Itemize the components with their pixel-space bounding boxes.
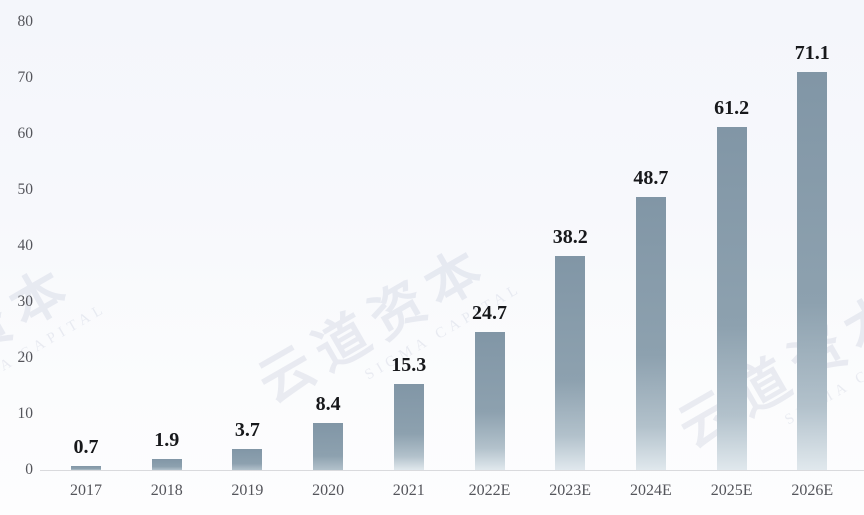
bar-2022E xyxy=(474,331,505,470)
x-tick-label-2026E: 2026E xyxy=(791,482,834,499)
y-tick-label-70: 70 xyxy=(17,69,34,86)
bar-value-label-2019: 3.7 xyxy=(234,419,260,442)
x-tick-label-2025E: 2025E xyxy=(710,482,753,499)
plot-area xyxy=(40,22,864,471)
bar-2023E xyxy=(555,256,586,470)
bar-value-label-2017: 0.7 xyxy=(73,436,99,459)
x-tick-label-2021: 2021 xyxy=(392,482,425,499)
x-tick-label-2019: 2019 xyxy=(231,482,264,499)
bar-2020 xyxy=(313,422,344,470)
bar-value-label-2024E: 48.7 xyxy=(633,167,669,190)
x-tick-label-2024E: 2024E xyxy=(630,482,672,499)
x-tick-label-2018: 2018 xyxy=(150,482,183,499)
y-tick-label-60: 60 xyxy=(17,125,34,142)
bar-value-label-2022E: 24.7 xyxy=(472,301,507,324)
y-tick-label-50: 50 xyxy=(17,181,34,198)
bar-2024E xyxy=(635,197,666,470)
x-tick-label-2023E: 2023E xyxy=(549,482,592,499)
y-tick-label-10: 10 xyxy=(17,405,34,422)
bar-2026E xyxy=(797,71,828,470)
bar-2021 xyxy=(393,384,424,470)
bar-value-label-2020: 8.4 xyxy=(315,392,341,415)
y-tick-label-80: 80 xyxy=(17,13,34,30)
bar-value-label-2025E: 61.2 xyxy=(714,97,750,120)
bar-2018 xyxy=(151,459,182,470)
y-tick-label-20: 20 xyxy=(17,349,34,366)
x-tick-label-2022E: 2022E xyxy=(468,482,511,499)
x-tick-label-2017: 2017 xyxy=(70,482,102,499)
bar-value-label-2026E: 71.1 xyxy=(794,41,830,64)
bar-2017 xyxy=(71,466,101,470)
x-tick-label-2020: 2020 xyxy=(312,482,345,499)
bar-value-label-2018: 1.9 xyxy=(154,429,180,452)
bar-2025E xyxy=(716,127,747,470)
y-tick-label-30: 30 xyxy=(17,293,34,310)
y-tick-label-0: 0 xyxy=(25,461,33,478)
bar-value-label-2021: 15.3 xyxy=(391,354,427,377)
bar-2019 xyxy=(232,449,263,470)
bar-value-label-2023E: 38.2 xyxy=(552,226,588,249)
y-tick-label-40: 40 xyxy=(17,237,34,254)
